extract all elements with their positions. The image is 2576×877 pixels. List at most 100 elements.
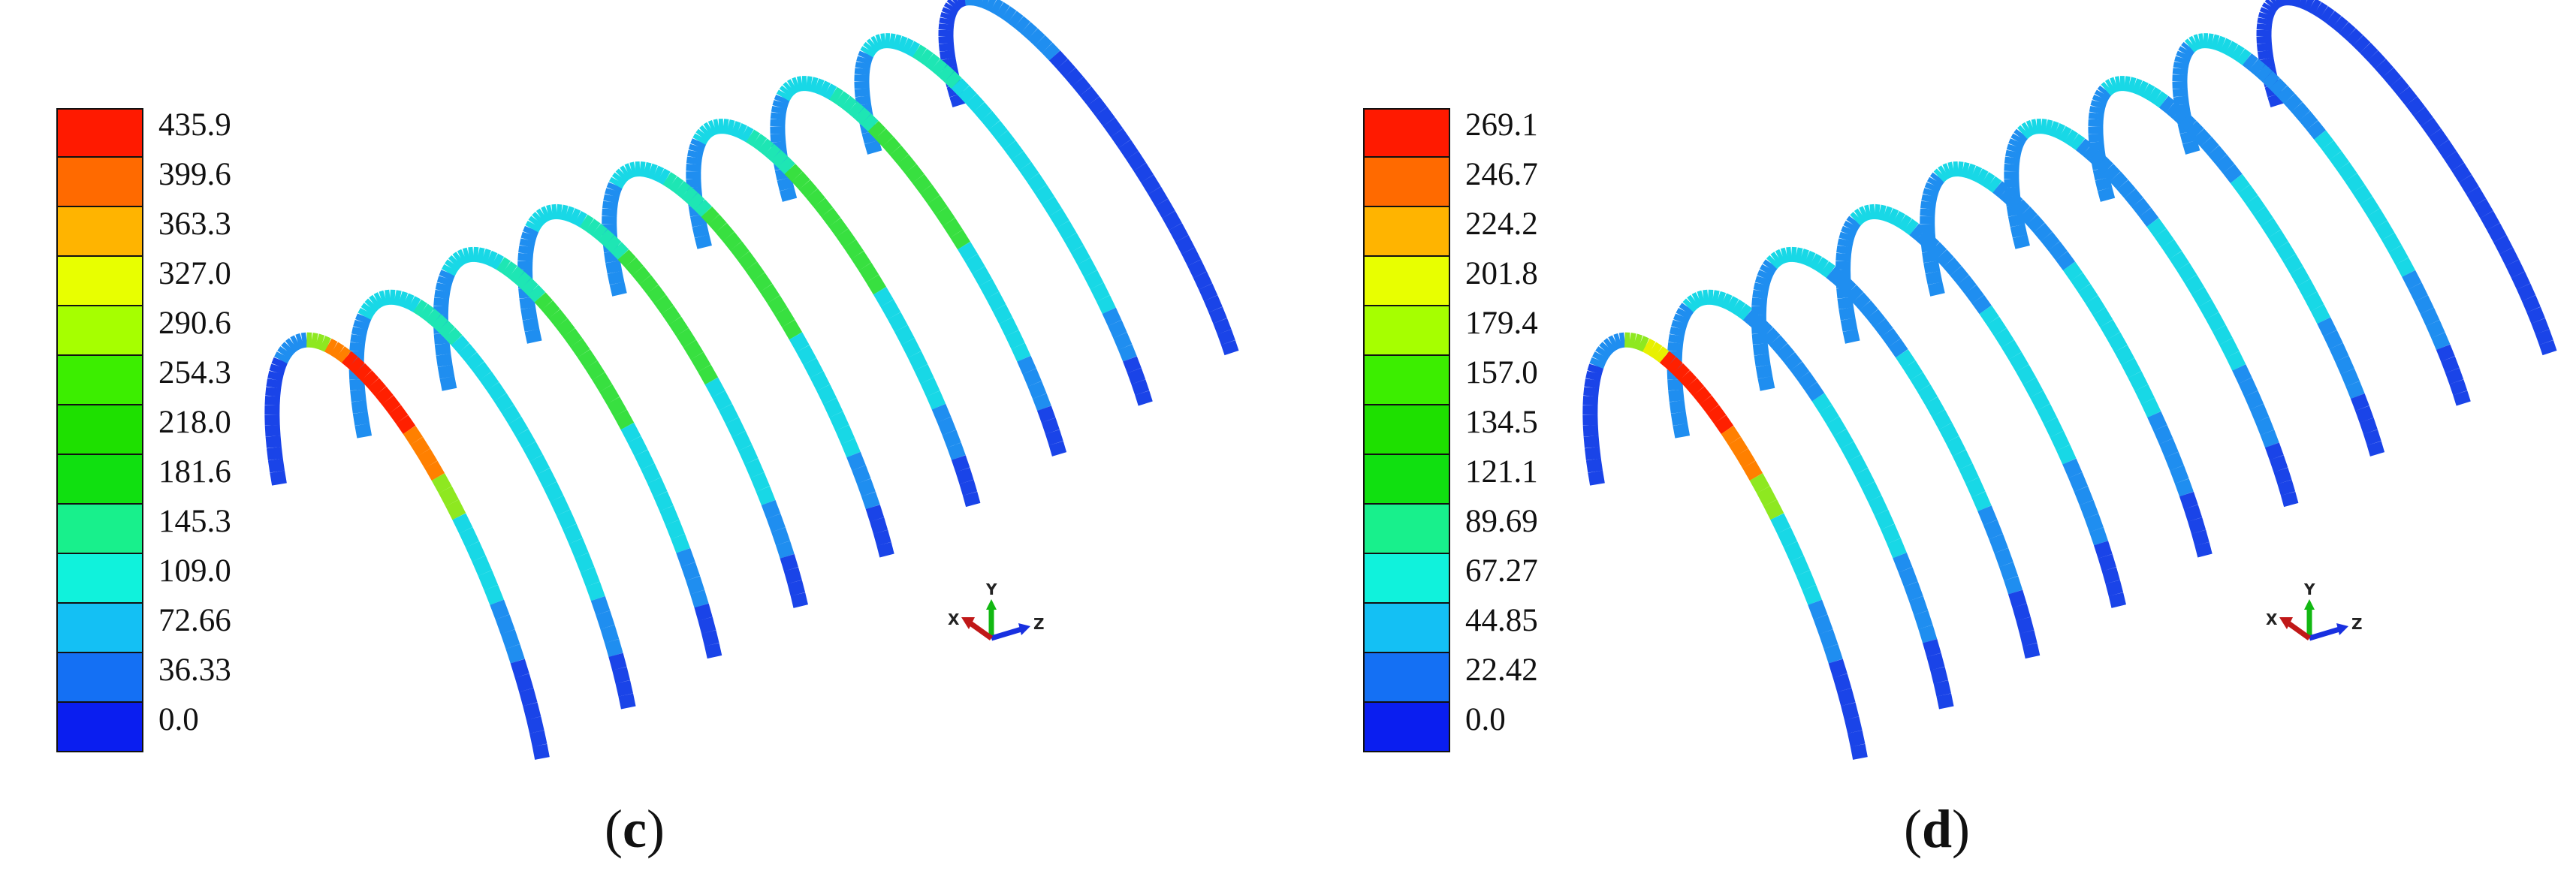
arch-segment <box>828 218 849 237</box>
arch-segment <box>441 264 457 276</box>
arch-segment <box>1697 290 1706 306</box>
arch-segment <box>274 351 291 364</box>
arch-segment <box>2031 119 2038 135</box>
arch-segment <box>541 206 551 222</box>
arch-segment <box>2219 38 2232 55</box>
arch-segment <box>657 168 671 185</box>
arch-segment <box>563 328 583 348</box>
arch-segment <box>1790 556 1811 577</box>
arch-segment <box>1989 534 2009 553</box>
arch-segment <box>1826 416 1847 437</box>
arch-segment <box>614 409 635 430</box>
arch-segment <box>946 0 961 11</box>
colorbar-segment <box>1363 703 1450 752</box>
arch-segment <box>2258 57 2276 69</box>
arch-segment <box>1790 361 1810 381</box>
arch-segment <box>1110 128 1131 149</box>
arch-segment <box>1814 257 1829 274</box>
arch-segment <box>1917 384 1938 405</box>
arch-segment <box>2004 179 2019 188</box>
arch-segment <box>481 249 491 265</box>
arch-segment <box>285 338 299 353</box>
arch-segment <box>1187 259 1207 279</box>
arch-segment <box>2332 16 2349 34</box>
arch-segment <box>2308 0 2321 15</box>
arch-segment <box>1592 351 1609 364</box>
arch-segment <box>1673 423 1691 438</box>
arch-segment <box>671 534 691 553</box>
arch-segment <box>2381 232 2402 253</box>
arch-segment <box>2089 105 2105 115</box>
arch-segment <box>2420 307 2440 327</box>
arch-segment <box>1056 59 1076 78</box>
arch-segment <box>2053 123 2065 140</box>
arch-segment <box>615 680 634 697</box>
arch-segment <box>445 259 460 273</box>
arch-segment <box>2089 527 2108 546</box>
arch-segment <box>1749 314 1766 332</box>
arch-segment <box>1796 570 1817 591</box>
arch-segment <box>882 137 901 155</box>
arch-segment <box>2261 218 2281 238</box>
arch-segment <box>373 292 385 308</box>
arch-segment <box>1942 257 1962 276</box>
colorbar-segment <box>56 653 143 703</box>
arch-segment <box>457 343 477 362</box>
arch-segment <box>951 455 970 472</box>
arch-segment <box>1933 680 1952 697</box>
arch-segment <box>761 499 781 520</box>
arch-segment <box>738 445 759 465</box>
arch-segment <box>525 220 541 233</box>
arch-segment <box>952 0 963 10</box>
arch-segment <box>520 306 538 321</box>
arch-segment <box>522 318 540 332</box>
arch-segment <box>1728 436 1748 457</box>
arch-segment <box>353 319 370 331</box>
arch-segment <box>2165 101 2182 119</box>
arch-segment <box>2275 241 2296 262</box>
arch-segment <box>931 59 948 77</box>
arch-segment <box>2408 282 2428 302</box>
arch-segment <box>1799 249 1809 265</box>
arch-segment <box>602 208 617 217</box>
arch-segment <box>701 206 719 225</box>
arch-segment <box>2179 113 2197 132</box>
arch-segment <box>1841 225 1857 237</box>
arch-segment <box>2131 78 2143 95</box>
arch-segment <box>1585 458 1603 473</box>
arch-segment <box>1923 260 1941 274</box>
colorbar-segment <box>1363 207 1450 257</box>
arch-segment <box>771 105 787 115</box>
colorbar-label: 327.0 <box>158 256 231 291</box>
arch-segment <box>1957 275 1977 294</box>
arch-segment <box>2275 0 2283 8</box>
arch-segment <box>2173 62 2189 71</box>
arch-segment <box>852 465 871 484</box>
arch-segment <box>1994 327 2014 348</box>
arch-segment <box>787 580 806 596</box>
arch-segment <box>2276 85 2295 104</box>
arch-segment <box>1108 320 1127 339</box>
arch-segment <box>2230 173 2250 194</box>
arch-segment <box>770 112 786 121</box>
arch-segment <box>737 251 758 271</box>
arch-segment <box>514 271 532 289</box>
arch-segment <box>2397 86 2418 106</box>
arch-segment <box>2016 364 2037 385</box>
arch-segment <box>1203 295 1223 313</box>
arch-segment <box>407 296 421 313</box>
arch-segment <box>2007 213 2026 228</box>
arch-segment <box>926 390 946 410</box>
arch-segment <box>357 307 374 320</box>
arch-segment <box>523 702 541 720</box>
arch-segment <box>314 333 325 350</box>
arch-segment <box>452 513 473 534</box>
arch-segment <box>1687 294 1700 310</box>
arch-segment <box>1725 296 1739 313</box>
colorbar-segment <box>56 108 143 158</box>
arch-segment <box>1998 186 2016 204</box>
arch-segment <box>2335 355 2354 375</box>
arch-segment <box>2179 491 2198 510</box>
arch-segment <box>1585 370 1602 381</box>
arch-segment <box>2010 133 2026 145</box>
